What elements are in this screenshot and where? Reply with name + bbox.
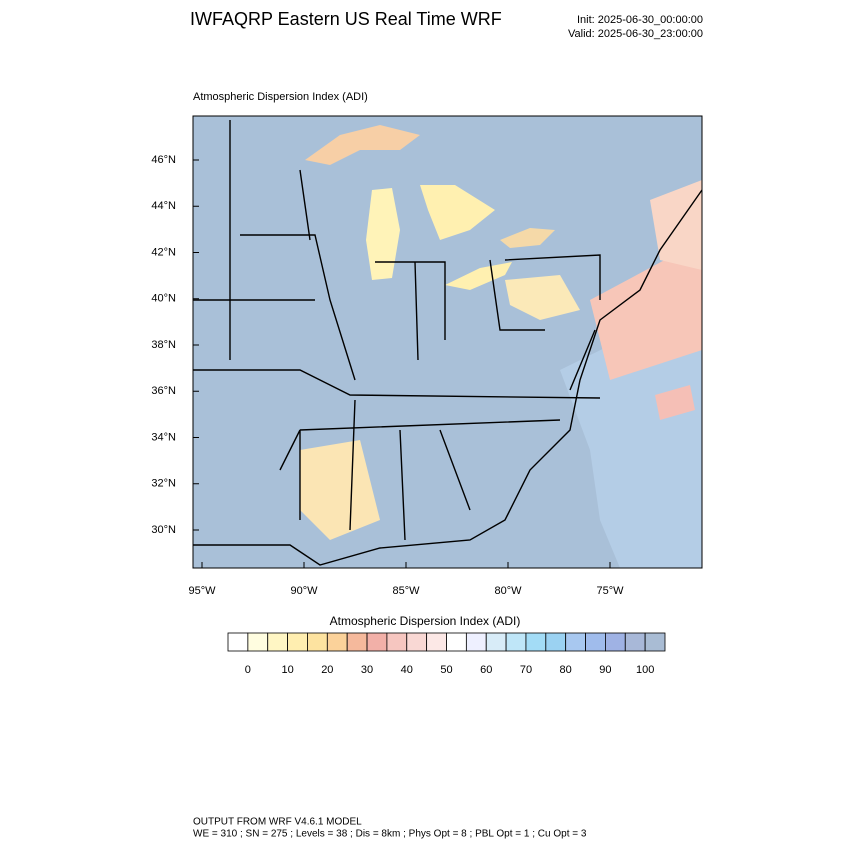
colorbar-label: 80 <box>560 664 572 676</box>
lon-label: 85°W <box>392 585 420 597</box>
lat-label: 36°N <box>151 385 176 397</box>
colorbar-box <box>624 632 646 652</box>
lake-erie <box>445 262 512 290</box>
colorbar-box <box>326 632 348 652</box>
land-region <box>300 440 380 540</box>
colorbar-box <box>346 632 368 652</box>
colorbar-label: 20 <box>321 664 333 676</box>
lon-label: 90°W <box>290 585 318 597</box>
lat-label: 40°N <box>151 293 176 305</box>
borders <box>193 120 601 541</box>
title: IWFAQRP Eastern US Real Time WRF <box>190 9 502 29</box>
lake-superior <box>305 125 420 165</box>
colorbar-label: 60 <box>480 664 492 676</box>
map <box>192 115 703 569</box>
colorbar-box <box>227 632 249 652</box>
lake-huron <box>420 185 495 240</box>
lake-michigan <box>366 188 400 280</box>
map-subtitle: Atmospheric Dispersion Index (ADI) <box>193 91 368 103</box>
lat-label: 44°N <box>151 200 176 212</box>
colorbar-box <box>565 632 586 652</box>
lon-label: 95°W <box>188 585 216 597</box>
colorbar-box <box>644 632 666 652</box>
lake-ontario <box>500 228 555 248</box>
colorbar-box <box>247 632 269 652</box>
state-borders <box>193 120 703 566</box>
colorbar-box <box>287 632 308 652</box>
colorbar-box <box>505 632 527 652</box>
footer-line: OUTPUT FROM WRF V4.6.1 MODEL <box>193 817 362 828</box>
lat-label: 38°N <box>151 339 176 351</box>
lat-label: 34°N <box>151 431 176 443</box>
colorbar-box <box>605 632 626 652</box>
colorbar-label: 90 <box>599 664 611 676</box>
colorbar-label: 70 <box>520 664 532 676</box>
footer-line: WE = 310 ; SN = 275 ; Levels = 38 ; Dis … <box>193 829 587 840</box>
offshore-region <box>650 180 702 270</box>
colorbar-box <box>465 632 487 652</box>
colorbar-title: Atmospheric Dispersion Index (ADI) <box>330 614 521 628</box>
offshore-region <box>655 385 695 420</box>
colorbar-box <box>366 632 388 652</box>
land-region <box>505 275 580 320</box>
lat-label: 32°N <box>151 478 176 490</box>
colorbar-label: 10 <box>281 664 293 676</box>
colorbar-box <box>267 632 288 652</box>
init-time: Init: 2025-06-30_00:00:00 <box>577 14 703 26</box>
lon-label: 75°W <box>596 585 624 597</box>
coastline <box>193 189 703 566</box>
colorbar-box <box>446 632 467 652</box>
map-frame <box>192 115 703 569</box>
colorbar-box <box>386 632 408 652</box>
colorbar-box <box>545 632 567 652</box>
offshore-region <box>590 240 702 380</box>
colorbar-box <box>426 632 447 652</box>
colorbar-box <box>406 632 428 652</box>
colorbar-box <box>525 632 547 652</box>
colorbar-box <box>585 632 606 652</box>
lat-label: 46°N <box>151 154 176 166</box>
ocean <box>560 300 702 568</box>
colorbar-box <box>485 632 507 652</box>
colorbar-label: 50 <box>440 664 452 676</box>
colorbar-label: 30 <box>361 664 373 676</box>
colorbar-label: 100 <box>636 664 654 676</box>
colorbar-label: 40 <box>401 664 413 676</box>
lon-label: 80°W <box>494 585 522 597</box>
lat-label: 30°N <box>151 524 176 536</box>
colorbar-box <box>307 632 328 652</box>
colorbar-label: 0 <box>245 664 251 676</box>
valid-time: Valid: 2025-06-30_23:00:00 <box>568 28 703 40</box>
lat-label: 42°N <box>151 246 176 258</box>
